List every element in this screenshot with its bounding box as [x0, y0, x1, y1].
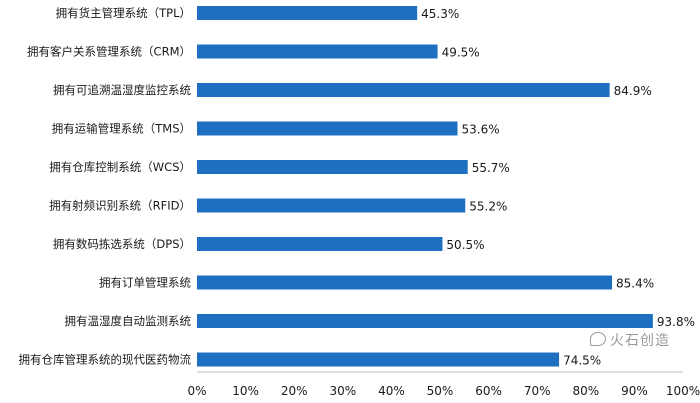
x-tick-label-5: 50% — [427, 384, 454, 398]
value-label-3: 84.9% — [614, 84, 652, 98]
bars-group — [197, 6, 653, 367]
value-label-9: 93.8% — [657, 315, 695, 329]
bar-5 — [197, 160, 468, 174]
value-label-7: 50.5% — [446, 238, 484, 252]
category-label-8: 拥有订单管理系统 — [99, 276, 191, 290]
category-label-9: 拥有温湿度自动监测系统 — [65, 314, 192, 328]
value-labels: 45.3% 49.5% 84.9% 53.6% 55.7% 55.2% 50.5% 85.4%… — [421, 7, 695, 368]
x-tick-label-1: 10% — [232, 384, 259, 398]
value-label-5: 55.7% — [472, 161, 510, 175]
bar-9 — [197, 314, 653, 328]
x-tick-label-4: 40% — [378, 384, 405, 398]
x-axis: 0% 10% 20% 30% 40% 50% 60% 70% 80% 90% 100% — [187, 371, 700, 398]
category-label-4: 拥有运输管理系统（TMS） — [52, 122, 191, 136]
value-label-8: 85.4% — [616, 277, 654, 291]
bar-10 — [197, 352, 560, 367]
value-label-1: 45.3% — [421, 7, 459, 21]
value-label-10: 74.5% — [563, 354, 601, 368]
bar-4 — [197, 121, 458, 136]
value-label-6: 55.2% — [469, 200, 507, 214]
bar-3 — [197, 83, 610, 97]
bar-6 — [197, 198, 466, 213]
x-tick-label-6: 60% — [475, 384, 502, 398]
watermark: 火石创造 — [590, 330, 670, 350]
bar-2 — [197, 44, 438, 59]
bar-1 — [197, 6, 418, 20]
category-label-6: 拥有射频识别系统（RFID） — [49, 199, 191, 213]
category-label-10: 拥有仓库管理系统的现代医药物流 — [19, 353, 192, 367]
x-tick-label-3: 30% — [329, 384, 356, 398]
x-tick-label-7: 70% — [524, 384, 551, 398]
x-tick-label-9: 90% — [621, 384, 648, 398]
category-labels: 拥有货主管理系统（TPL） 拥有客户关系管理系统（CRM） 拥有可追溯温湿度监控系统… — [19, 6, 192, 367]
value-label-2: 49.5% — [442, 46, 480, 60]
watermark-text: 火石创造 — [610, 333, 670, 349]
category-label-7: 拥有数码拣选系统（DPS） — [53, 237, 191, 251]
category-label-5: 拥有仓库控制系统（WCS） — [49, 160, 191, 174]
category-label-3: 拥有可追溯温湿度监控系统 — [53, 83, 191, 97]
category-label-2: 拥有客户关系管理系统（CRM） — [27, 45, 191, 59]
category-label-1: 拥有货主管理系统（TPL） — [56, 6, 191, 20]
x-tick-label-2: 20% — [281, 384, 308, 398]
wechat-icon — [590, 332, 606, 346]
x-tick-label-10: 100% — [666, 384, 700, 398]
bar-7 — [197, 237, 443, 251]
bar-8 — [197, 275, 613, 290]
x-tick-label-8: 80% — [572, 384, 599, 398]
value-label-4: 53.6% — [461, 123, 499, 137]
x-tick-label-0: 0% — [187, 384, 206, 398]
